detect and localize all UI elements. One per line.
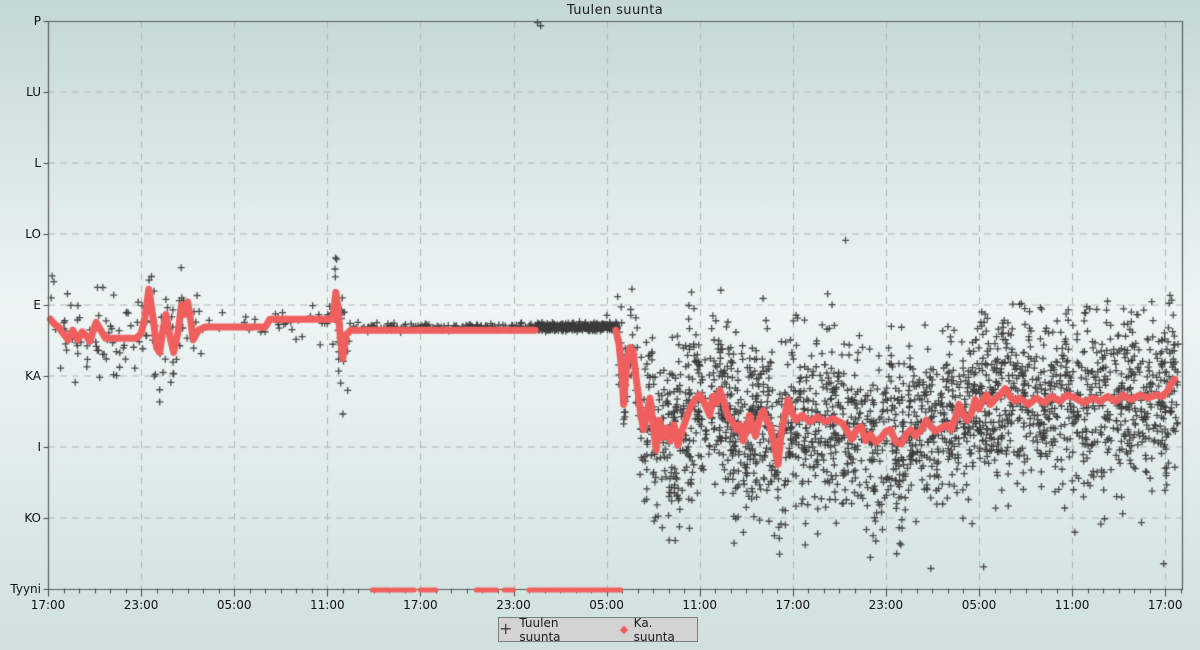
y-axis-label-P: P	[33, 14, 41, 28]
legend: + Tuulen suunta Ka. suunta	[498, 615, 698, 644]
x-axis-label-5: 23:00	[496, 598, 531, 612]
x-axis-label-11: 11:00	[1054, 598, 1090, 612]
y-axis-label-Tyyni: Tyyni	[10, 582, 41, 596]
x-axis-label-8: 17:00	[775, 598, 811, 612]
plus-marker-icon: +	[499, 618, 513, 638]
x-axis-label-7: 11:00	[682, 598, 717, 612]
legend-item-wind-direction: + Tuulen suunta	[499, 616, 603, 644]
legend-label-average-direction: Ka. suunta	[633, 615, 675, 644]
y-axis-label-E: E	[33, 298, 41, 312]
diamond-marker-icon	[619, 625, 628, 634]
y-axis-label-LO: LO	[25, 227, 41, 241]
x-axis-label-10: 05:00	[961, 598, 997, 612]
x-axis-label-2: 05:00	[216, 598, 252, 612]
x-axis-label-9: 23:00	[868, 598, 904, 612]
y-axis-label-KA: KA	[25, 369, 41, 383]
x-axis-label-6: 05:00	[589, 598, 624, 612]
x-axis-label-1: 23:00	[123, 598, 159, 612]
legend-item-average-direction: Ka. suunta	[619, 615, 697, 644]
x-axis-label-4: 17:00	[403, 598, 438, 612]
x-axis-label-3: 11:00	[310, 598, 345, 612]
y-axis-label-KO: KO	[24, 511, 41, 525]
x-axis-label-12: 17:00	[1147, 598, 1183, 612]
y-axis-label-L: L	[34, 156, 41, 170]
y-axis-label-LU: LU	[26, 85, 41, 99]
y-axis-label-I: I	[37, 440, 41, 454]
x-axis-label-0: 17:00	[30, 598, 66, 612]
legend-label-wind-direction: Tuulen suunta	[519, 615, 561, 644]
